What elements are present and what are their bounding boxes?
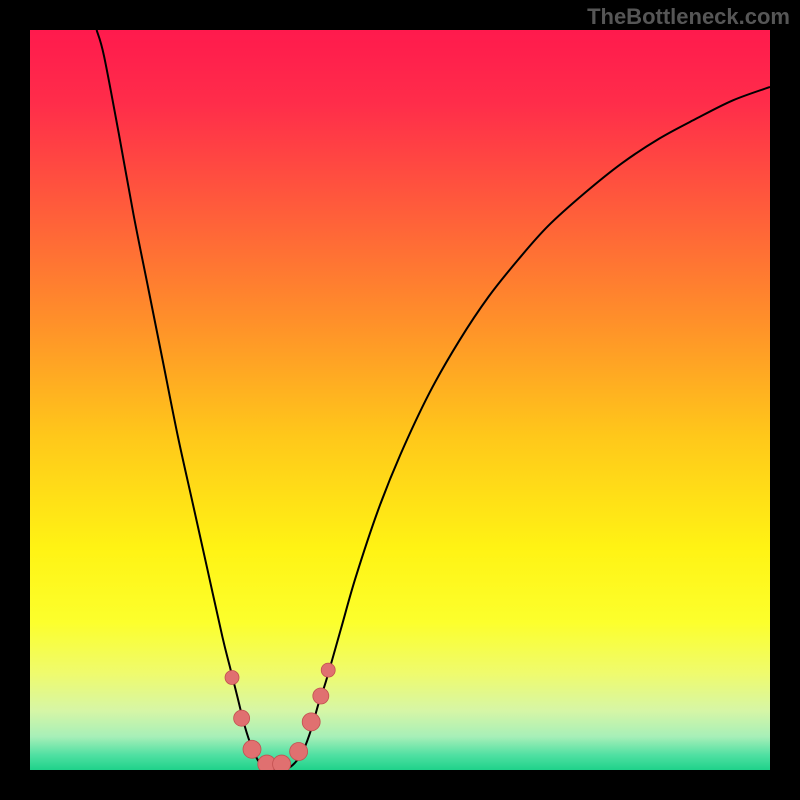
optimal-marker <box>302 713 320 731</box>
optimal-marker <box>313 688 329 704</box>
bottleneck-curve-chart <box>0 0 800 800</box>
gradient-background <box>30 30 770 770</box>
watermark-text: TheBottleneck.com <box>587 4 790 30</box>
optimal-marker <box>234 710 250 726</box>
chart-container: TheBottleneck.com <box>0 0 800 800</box>
optimal-marker <box>243 740 261 758</box>
optimal-marker <box>321 663 335 677</box>
optimal-marker <box>225 671 239 685</box>
optimal-marker <box>290 743 308 761</box>
